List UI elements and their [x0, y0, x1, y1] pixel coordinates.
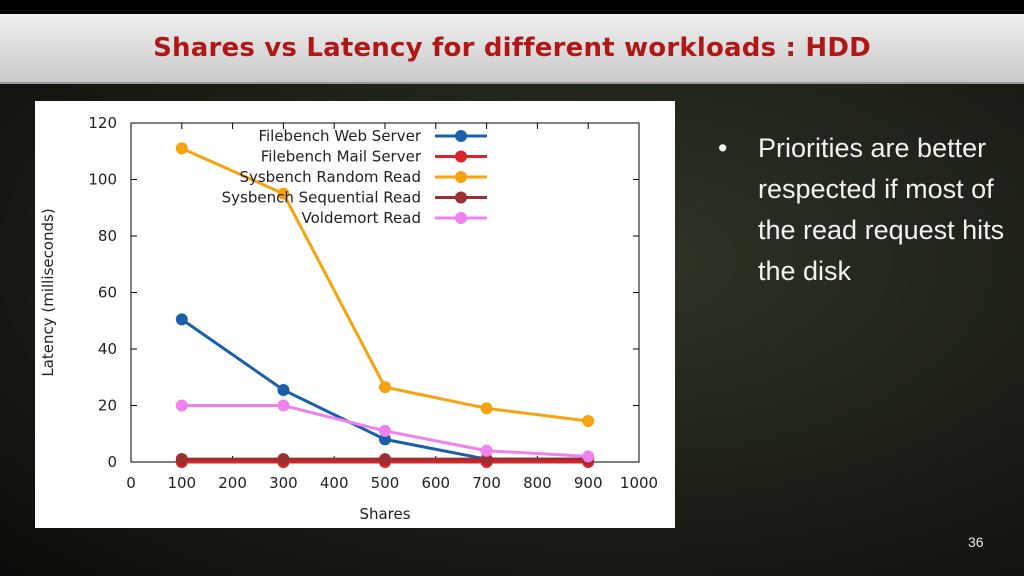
y-tick-label: 100 — [88, 171, 117, 189]
data-point — [480, 444, 493, 457]
x-tick-label: 800 — [523, 474, 552, 492]
x-tick-label: 100 — [167, 474, 196, 492]
data-point — [277, 383, 290, 396]
data-point — [379, 453, 391, 466]
title-band: Shares vs Latency for different workload… — [0, 14, 1024, 84]
legend-label: Sysbench Random Read — [239, 168, 421, 186]
data-point — [480, 453, 493, 466]
legend-marker — [455, 171, 467, 183]
x-tick-label: 600 — [421, 474, 450, 492]
data-point — [480, 402, 493, 415]
legend-label: Sysbench Sequential Read — [222, 189, 421, 207]
data-point — [175, 453, 188, 466]
y-axis-label: Latency (milliseconds) — [39, 208, 57, 376]
legend-marker — [455, 130, 467, 142]
page-number: 36 — [968, 534, 984, 550]
latency-chart: 0 20 40 60 80 100 120 0 100 200 300 400 500 600 700 800… — [39, 114, 658, 523]
y-tick-label: 0 — [107, 453, 117, 471]
bullet-item: • Priorities are better respected if mos… — [718, 128, 1008, 292]
data-point — [379, 424, 391, 437]
top-bar — [0, 0, 1024, 14]
bullet-icon: • — [718, 133, 728, 163]
legend-marker — [455, 191, 467, 204]
data-point — [277, 187, 290, 200]
data-point — [277, 453, 290, 466]
data-point — [175, 142, 188, 155]
x-tick-label: 500 — [371, 474, 400, 492]
y-tick-label: 120 — [88, 114, 117, 132]
x-tick-label: 700 — [472, 474, 501, 492]
data-point — [277, 399, 290, 412]
y-tick-label: 60 — [98, 284, 117, 302]
data-point — [175, 313, 188, 326]
x-axis-label: Shares — [359, 505, 410, 523]
bullet-text: Priorities are better respected if most … — [758, 133, 1005, 286]
data-point — [379, 433, 391, 446]
y-tick-label: 40 — [98, 340, 117, 358]
data-point — [582, 415, 595, 428]
legend-label: Filebench Mail Server — [261, 148, 422, 166]
slide-title: Shares vs Latency for different workload… — [153, 33, 871, 63]
x-tick-label: 300 — [269, 474, 298, 492]
chart-panel: 0 20 40 60 80 100 120 0 100 200 300 400 500 600 700 800… — [35, 101, 675, 528]
bullet-list: • Priorities are better respected if mos… — [718, 128, 1008, 292]
x-tick-label: 200 — [218, 474, 247, 492]
x-tick-label: 900 — [574, 474, 603, 492]
legend-label: Voldemort Read — [302, 209, 422, 227]
x-tick-label: 0 — [126, 474, 136, 492]
legend-marker — [455, 150, 467, 163]
legend-label: Filebench Web Server — [258, 127, 421, 145]
x-tick-label: 400 — [320, 474, 349, 492]
data-point — [379, 381, 391, 394]
data-point — [175, 399, 188, 412]
y-tick-label: 80 — [98, 227, 117, 245]
legend-marker — [455, 212, 467, 224]
data-point — [582, 450, 595, 463]
x-tick-label: 1000 — [620, 474, 658, 492]
y-tick-label: 20 — [98, 397, 117, 415]
